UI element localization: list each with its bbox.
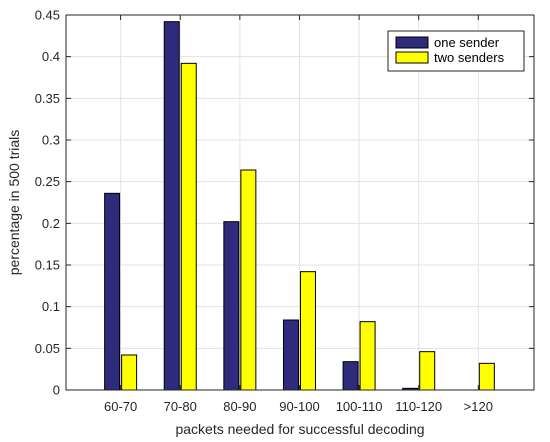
- bar-two-senders-3: [299, 271, 316, 391]
- bar-one-sender-0: [104, 192, 121, 391]
- x-tick-label: 100-110: [336, 399, 383, 414]
- bar-one-sender-4: [342, 361, 359, 391]
- y-tick-label: 0.15: [35, 258, 60, 273]
- grid-lines: [66, 14, 534, 391]
- y-axis-label: percentage in 500 trials: [6, 130, 22, 276]
- x-axis-ticks: 60-70 70-80 80-90 90-100 100-110 110-120 >120: [104, 15, 493, 414]
- bar-two-senders-6: [478, 362, 495, 391]
- y-tick-label: 0.05: [35, 341, 60, 356]
- x-tick-label: 110-120: [395, 399, 442, 414]
- bar-one-sender-3: [282, 319, 299, 391]
- y-tick-label: 0.2: [42, 216, 60, 231]
- x-tick-label: 80-90: [223, 399, 256, 414]
- y-tick-label: 0.1: [42, 299, 60, 314]
- legend-swatch-1: [395, 51, 429, 64]
- legend-label-1: two senders: [434, 50, 505, 65]
- y-tick-label: 0.45: [35, 8, 60, 23]
- bar-two-senders-2: [240, 169, 257, 391]
- x-tick-label: >120: [464, 399, 493, 414]
- bar-two-senders-1: [180, 62, 197, 391]
- bar-two-senders-5: [419, 351, 436, 391]
- y-tick-label: 0.4: [42, 49, 60, 64]
- legend-label-0: one sender: [434, 35, 500, 50]
- x-axis-label: packets needed for successful decoding: [175, 421, 424, 437]
- y-tick-label: 0.3: [42, 133, 60, 148]
- x-tick-label: 70-80: [164, 399, 197, 414]
- bar-one-sender-2: [223, 221, 240, 391]
- x-tick-label: 90-100: [279, 399, 319, 414]
- bars: [104, 21, 495, 391]
- legend-swatch-0: [395, 36, 429, 49]
- bar-two-senders-4: [359, 321, 376, 391]
- y-axis-ticks: 0 0.05 0.1 0.15 0.2 0.25 0.3 0.35 0.4 0.45: [35, 8, 534, 398]
- x-tick-label: 60-70: [104, 399, 137, 414]
- bar-one-sender-1: [163, 21, 180, 391]
- plot-frame: [65, 14, 535, 391]
- bar-two-senders-0: [121, 354, 138, 391]
- y-tick-label: 0.25: [35, 174, 60, 189]
- y-tick-label: 0.35: [35, 91, 60, 106]
- y-tick-label: 0: [53, 383, 60, 398]
